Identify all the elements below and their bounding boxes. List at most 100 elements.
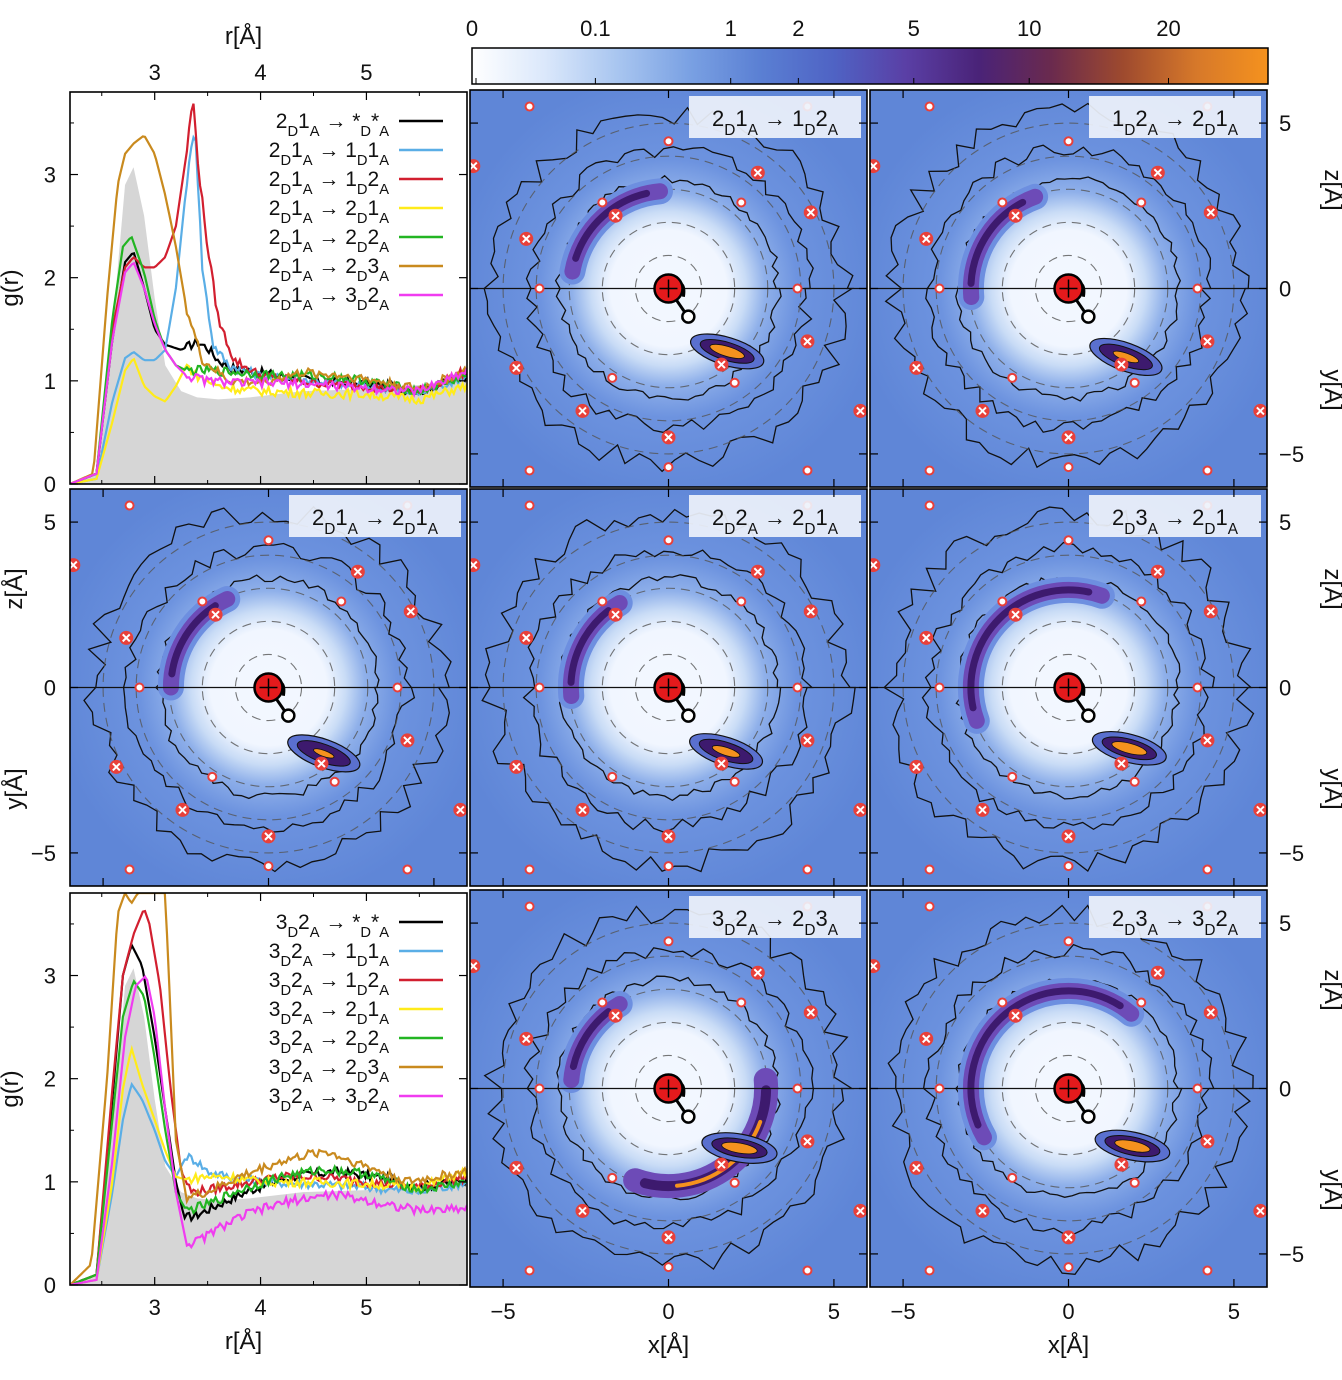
z-axis-title: z[Å]: [1319, 568, 1342, 609]
cross-mark: [211, 610, 220, 619]
y-tick-label: −5: [31, 841, 56, 866]
y-tick-label: 2: [44, 266, 56, 291]
cross-mark: [522, 234, 531, 244]
colorbar-gradient: [471, 47, 1269, 85]
y-tick-label: 1: [44, 1170, 56, 1195]
cross-mark: [1117, 360, 1126, 369]
neighbor-oxygen-marker: [802, 465, 813, 476]
cross-mark: [912, 1163, 921, 1173]
cross-mark: [470, 961, 478, 971]
neighbor-hydrogen-marker: [470, 959, 481, 974]
legend-label: 2D1A → 2D3A: [269, 255, 389, 285]
neighbor-oxygen-marker: [1129, 377, 1140, 388]
neighbor-oxygen-marker: [1129, 776, 1140, 787]
legend-label: 3D2A → 2D1A: [269, 998, 389, 1028]
neighbor-hydrogen-marker: [470, 558, 481, 573]
neighbor-oxygen-marker: [336, 596, 347, 607]
density-panel: 2D3A → 2D1A −5 0 5 z[Å] y[Å]: [869, 488, 1342, 887]
cross-mark: [1064, 832, 1073, 841]
neighbor-oxygen-marker: [1202, 1265, 1213, 1276]
neighbor-oxygen-marker: [1063, 462, 1074, 473]
legend-label: 3D2A → 1D2A: [269, 969, 389, 999]
cross-mark: [1117, 1160, 1126, 1169]
neighbor-hydrogen-marker: [870, 159, 881, 174]
neighbor-oxygen-marker: [1136, 596, 1147, 607]
cross-mark: [664, 832, 673, 841]
cross-mark: [803, 736, 812, 745]
cross-mark: [578, 406, 587, 416]
y-tick-label: 0: [1279, 676, 1291, 701]
panel-title-badge: [1089, 896, 1261, 938]
y-tick-label: 2: [44, 1067, 56, 1092]
neighbor-oxygen-marker: [1202, 864, 1213, 875]
y-tick-label: 3: [44, 964, 56, 989]
panel-title-badge: [1089, 96, 1261, 138]
x-axis-title-top: r[Å]: [225, 22, 262, 50]
reference-gr-fill: [70, 167, 467, 484]
hydrogen-atom: [681, 309, 696, 324]
reference-gr-fill: [70, 968, 467, 1285]
hotspot-core: [1111, 741, 1148, 756]
cross-mark: [317, 759, 326, 768]
panel-area: [470, 890, 867, 1287]
band-core: [967, 987, 1124, 1129]
plot-area: [70, 103, 467, 484]
y-tick-label: 3: [44, 163, 56, 188]
cross-mark: [870, 161, 878, 171]
neighbor-oxygen-marker: [207, 771, 218, 782]
y-axis-title: y[Å]: [1319, 369, 1342, 410]
cross-mark: [1203, 1137, 1212, 1146]
cross-mark: [470, 161, 478, 171]
cross-mark: [1117, 759, 1126, 768]
neighbor-oxygen-marker: [1192, 682, 1203, 693]
x-tick-label-top: 5: [360, 60, 372, 85]
panel-title: 1D2A → 2D1A: [1112, 106, 1239, 139]
cross-mark: [611, 1011, 620, 1020]
gr-series-line: [70, 261, 467, 484]
z-axis-title-left: z[Å]: [0, 568, 28, 609]
y-tick-label: 5: [1279, 111, 1291, 136]
band-core: [572, 189, 651, 262]
legend-label: 3D2A → 1D1A: [269, 940, 389, 970]
cross-mark: [922, 1034, 931, 1044]
panel-area: [470, 489, 867, 886]
colorbar-tick-label: 20: [1156, 16, 1180, 41]
neighbor-oxygen-marker: [802, 864, 813, 875]
cross-mark: [353, 567, 363, 576]
neighbor-oxygen-marker: [124, 500, 135, 511]
neighbor-oxygen-marker: [329, 776, 340, 787]
neighbor-oxygen-marker: [1192, 283, 1203, 294]
cross-mark: [512, 762, 521, 772]
neighbor-oxygen-marker: [924, 101, 935, 112]
y-tick-label: 5: [1279, 911, 1291, 936]
cross-mark: [122, 633, 131, 643]
y-tick-label: −5: [1279, 1242, 1304, 1267]
neighbor-oxygen-marker: [1202, 465, 1213, 476]
neighbor-oxygen-marker: [607, 771, 618, 782]
legend-label: 2D1A → 1D2A: [269, 168, 389, 198]
neighbor-oxygen-marker: [736, 197, 747, 208]
cross-mark: [1064, 1233, 1073, 1242]
oxygen-cross: [1059, 678, 1078, 697]
z-axis-title: z[Å]: [1319, 169, 1342, 210]
neighbor-oxygen-marker: [134, 682, 145, 693]
panel-title-badge: [289, 495, 461, 537]
neighbor-hydrogen-marker: [70, 558, 81, 573]
neighbor-oxygen-marker: [934, 1083, 945, 1094]
cross-mark: [1256, 1206, 1265, 1216]
neighbor-oxygen-marker: [1063, 1262, 1074, 1273]
plot-area: [70, 893, 467, 1285]
neighbor-oxygen-marker: [802, 1265, 813, 1276]
neighbor-oxygen-marker: [524, 500, 535, 511]
neighbor-oxygen-marker: [1063, 936, 1074, 947]
cross-mark: [470, 560, 478, 570]
panel-title: 2D2A → 2D1A: [712, 505, 839, 538]
x-axis-title: x[Å]: [648, 1331, 689, 1359]
y-tick-label: −5: [1279, 841, 1304, 866]
cross-mark: [1011, 610, 1020, 619]
cross-mark: [856, 406, 865, 416]
cross-mark: [1153, 168, 1163, 177]
x-tick-label: 0: [662, 1299, 674, 1324]
neighbor-oxygen-marker: [402, 864, 413, 875]
